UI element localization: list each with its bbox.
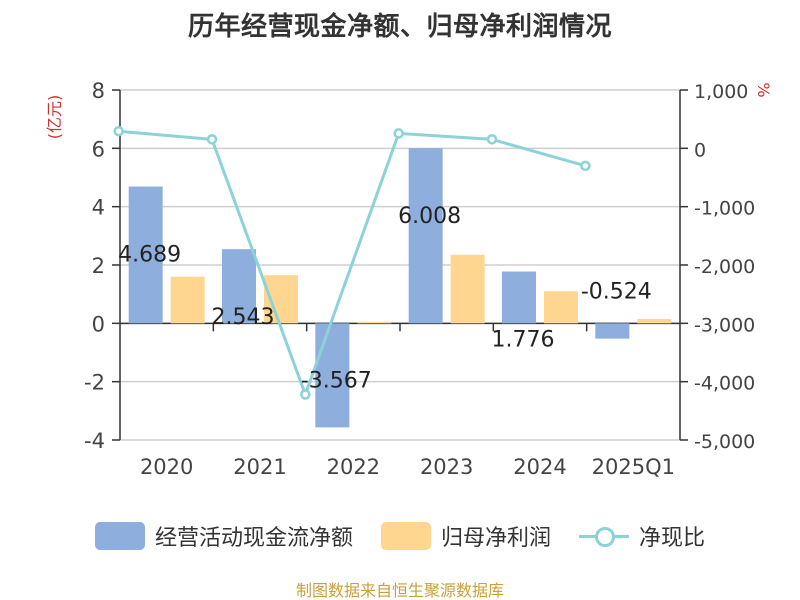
left-tick-label: 0 xyxy=(92,312,105,336)
cashflow-bar xyxy=(128,186,163,324)
ratio-point xyxy=(113,125,124,137)
legend-item-operating-cashflow[interactable]: 经营活动现金流净额 xyxy=(94,520,353,552)
ratio-line-path xyxy=(118,129,586,399)
source-note: 制图数据来自恒生聚源数据库 xyxy=(295,581,504,600)
net-profit-bar xyxy=(450,254,485,324)
x-tick-label: 2023 xyxy=(420,455,473,479)
left-tick-label: -4 xyxy=(84,429,105,453)
cashflow-bar xyxy=(502,271,536,324)
ratio-point xyxy=(580,160,591,172)
right-tick-label: -2,000 xyxy=(694,256,755,278)
right-tick-label: -1,000 xyxy=(694,198,755,220)
data-labels: 4.689 2.543 -3.567 6.008 1.776 -0.524 xyxy=(118,204,652,393)
net-profit-bar xyxy=(170,276,205,324)
legend-label-cashflow: 经营活动现金流净额 xyxy=(154,526,353,551)
cashflow-bar xyxy=(408,148,443,324)
left-tick-label: -2 xyxy=(84,371,105,395)
legend-item-cash-ratio[interactable]: 净现比 xyxy=(579,520,705,552)
legend: 经营活动现金流净额 归母净利润 净现比 xyxy=(0,518,800,554)
right-tick-label: 1,000 xyxy=(694,81,748,103)
cashflow-data-label: 6.008 xyxy=(398,204,461,229)
ratio-point xyxy=(206,134,218,145)
axes: 8 6 4 2 0 -2 -4 1,000 0 -1,000 -2,000 -3,000 -4,000 -… xyxy=(84,79,755,479)
x-tick-label: 2024 xyxy=(513,455,566,479)
x-tick-label: 2020 xyxy=(140,455,193,479)
x-tick-label: 2022 xyxy=(327,455,380,479)
right-tick-label: -5,000 xyxy=(694,431,755,453)
right-axis-label: % xyxy=(754,82,773,97)
net-profit-bar xyxy=(357,321,392,324)
chart-title: 历年经营现金净额、归母净利润情况 xyxy=(187,12,612,42)
cashflow-bar xyxy=(595,323,630,339)
legend-item-net-profit[interactable]: 归母净利润 xyxy=(380,520,551,552)
left-axis-label: (亿元) xyxy=(45,95,64,140)
cashflow-data-label: -3.567 xyxy=(301,368,372,393)
legend-label-ratio: 净现比 xyxy=(639,526,706,551)
net-profit-bar xyxy=(544,291,578,324)
net-profit-bar xyxy=(637,318,672,324)
x-tick-label: 2025Q1 xyxy=(592,455,675,479)
cashflow-color-swatch xyxy=(94,522,145,550)
ratio-line xyxy=(113,125,591,400)
grid-lines xyxy=(120,89,680,441)
ratio-point xyxy=(393,128,404,139)
profit-color-swatch xyxy=(380,522,431,550)
cashflow-data-label: 4.689 xyxy=(118,243,181,268)
ratio-line-swatch xyxy=(579,522,629,550)
cashflow-data-label: 1.776 xyxy=(492,328,555,353)
cashflow-bar xyxy=(315,323,350,428)
ratio-point xyxy=(300,389,311,400)
left-tick-label: 8 xyxy=(92,79,105,103)
left-tick-label: 4 xyxy=(92,196,105,220)
x-tick-label: 2021 xyxy=(233,455,286,479)
right-tick-label: -3,000 xyxy=(694,314,755,336)
legend-label-profit: 归母净利润 xyxy=(440,526,551,551)
right-tick-label: -4,000 xyxy=(694,373,755,395)
left-tick-label: 6 xyxy=(92,137,105,161)
bars xyxy=(128,148,672,428)
cashflow-data-label: 2.543 xyxy=(212,305,275,330)
cashflow-data-label: -0.524 xyxy=(581,280,652,305)
cashflow-bar xyxy=(222,249,256,324)
left-tick-label: 2 xyxy=(92,254,105,278)
right-tick-label: 0 xyxy=(694,139,706,161)
ratio-point xyxy=(486,134,498,145)
